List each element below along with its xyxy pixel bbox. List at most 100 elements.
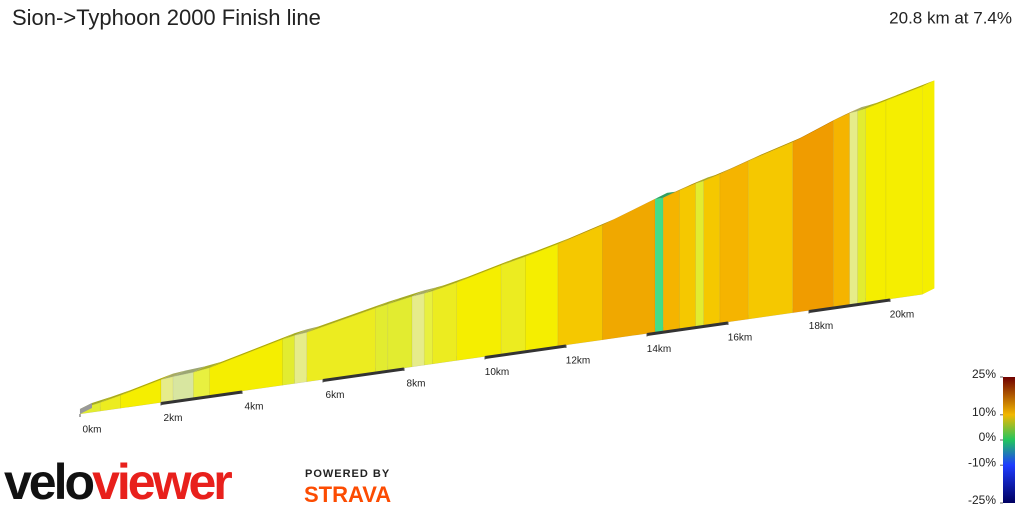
- segment: [602, 198, 656, 341]
- segment-top: [424, 285, 445, 294]
- segment-top: [679, 177, 708, 191]
- chart-title: Sion->Typhoon 2000 Finish line: [12, 5, 321, 30]
- segment-top: [294, 326, 319, 336]
- segment-top: [456, 259, 514, 283]
- segment-top-shade: [792, 114, 846, 143]
- segment-top-shade: [865, 94, 898, 109]
- segment: [411, 293, 425, 368]
- scale-band: [322, 367, 405, 382]
- x-tick-label: 0km: [83, 425, 102, 436]
- color-tick-label: 10%: [972, 405, 996, 419]
- segment-top: [833, 107, 862, 121]
- segment-top: [306, 302, 388, 333]
- segment-top-shade: [525, 237, 570, 257]
- segment-top-shade: [294, 326, 319, 336]
- segment-top: [663, 184, 692, 198]
- segment-top-shade: [557, 219, 615, 244]
- segment-top: [100, 389, 133, 403]
- segment: [679, 182, 696, 330]
- segment: [432, 282, 457, 365]
- segment: [662, 189, 680, 332]
- segment: [500, 256, 526, 355]
- segment-top-shade: [387, 290, 425, 305]
- color-tick-label: 0%: [979, 430, 997, 444]
- segment: [423, 290, 433, 366]
- segment: [209, 338, 283, 396]
- segment: [885, 85, 923, 300]
- segment: [120, 379, 162, 409]
- segment-top-shade: [501, 250, 538, 266]
- segment: [557, 224, 603, 347]
- segment-top: [857, 102, 878, 112]
- segment-top: [173, 366, 206, 377]
- segment: [747, 141, 794, 320]
- segment: [849, 110, 858, 306]
- segment-top: [375, 298, 400, 309]
- summary: 20.8 km at 7.4%: [889, 8, 1012, 27]
- segment: [792, 120, 834, 314]
- segment: [832, 112, 850, 308]
- segment: [172, 371, 194, 402]
- segment-top: [432, 276, 469, 292]
- x-tick-label: 2km: [164, 413, 183, 424]
- segment-top-shade: [100, 389, 133, 403]
- color-tick-label: 25%: [972, 367, 996, 381]
- segment: [525, 243, 559, 352]
- segment-top: [387, 290, 425, 305]
- segment-top: [703, 167, 732, 181]
- segment-top: [792, 114, 846, 143]
- x-tick-label: 18km: [809, 321, 833, 332]
- segment-top-shade: [412, 287, 437, 297]
- segment: [695, 180, 705, 327]
- segment-top-shade: [719, 154, 761, 174]
- scale-band: [808, 298, 891, 313]
- segment: [865, 100, 887, 303]
- x-tick-label: 8km: [407, 379, 426, 390]
- color-tick-label: -10%: [968, 455, 996, 469]
- powered-by: POWERED BY: [305, 468, 390, 480]
- segment-top-shade: [703, 167, 732, 181]
- x-tick-label: 16km: [728, 333, 752, 344]
- segment: [654, 197, 664, 333]
- segment: [719, 160, 749, 324]
- scale-band: [160, 390, 243, 405]
- segment: [282, 335, 295, 386]
- logo-viewer: viewer: [92, 454, 232, 510]
- segment-top-shade: [885, 80, 935, 101]
- start-face: [80, 403, 92, 414]
- segment-top: [885, 80, 935, 101]
- segment-top-shade: [432, 276, 469, 292]
- color-tick-label: -25%: [968, 493, 996, 507]
- segment-top: [501, 250, 538, 266]
- x-tick-label: 12km: [566, 356, 590, 367]
- x-tick-label: 14km: [647, 344, 671, 355]
- segment-top-shade: [748, 136, 805, 161]
- segment-top: [557, 219, 615, 244]
- segment-top-shade: [120, 373, 173, 396]
- segment-top: [849, 105, 870, 114]
- segment-top: [209, 333, 295, 368]
- segment-top: [695, 174, 716, 184]
- segment: [160, 376, 174, 403]
- segment-top-shade: [833, 107, 862, 121]
- segment-top-shade: [209, 333, 295, 368]
- logo-velo: velo: [4, 454, 94, 510]
- segment-top: [865, 94, 898, 109]
- segment-top-shade: [173, 366, 206, 377]
- end-face: [922, 80, 935, 295]
- segment-top-shade: [306, 302, 388, 333]
- segment-top: [719, 154, 761, 174]
- segment-top: [412, 287, 437, 297]
- segment: [294, 332, 308, 384]
- x-tick-label: 20km: [890, 310, 914, 321]
- segment-top: [161, 370, 186, 380]
- x-tick-label: 10km: [485, 367, 509, 378]
- segment-top-shade: [663, 184, 692, 198]
- segment-top-shade: [193, 361, 222, 373]
- segment-top-shade: [282, 329, 307, 340]
- segment-top-shade: [655, 191, 676, 199]
- segment-top-shade: [602, 192, 668, 226]
- segment-top: [655, 191, 676, 199]
- segment-top: [120, 373, 173, 396]
